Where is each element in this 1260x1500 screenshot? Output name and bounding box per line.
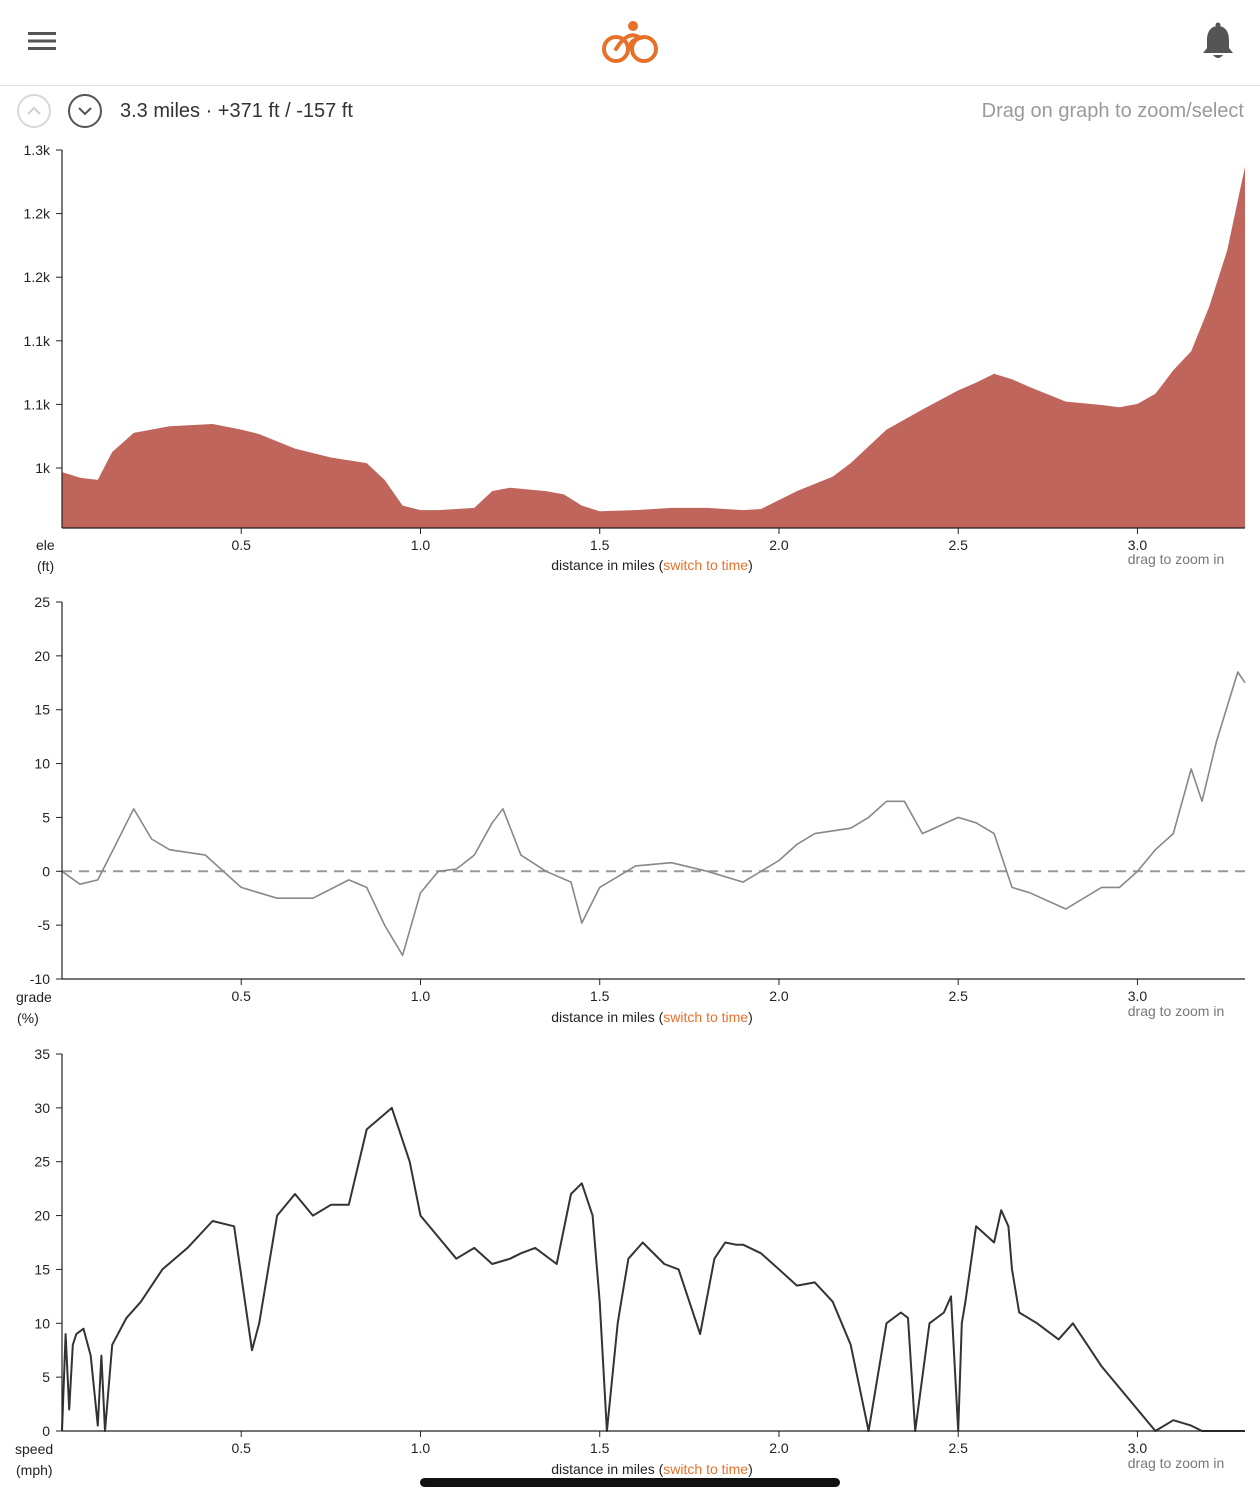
drag-to-zoom-hint: drag to zoom in (1128, 551, 1225, 567)
drag-to-zoom-hint: drag to zoom in (1128, 1455, 1225, 1471)
grade-axis-label-line1: grade (16, 989, 52, 1005)
home-indicator (420, 1478, 840, 1487)
y-tick-label: 0 (42, 1423, 50, 1439)
x-axis-label-text: distance in miles ( (551, 1009, 663, 1025)
y-tick-label: 15 (34, 702, 50, 718)
switch-to-time-link[interactable]: switch to time (663, 1009, 748, 1025)
grade-axis-label-line2: (%) (17, 1010, 39, 1026)
y-tick-label: 30 (34, 1100, 50, 1116)
speed-axis-label-line1: speed (15, 1441, 53, 1457)
hamburger-menu-icon[interactable] (22, 26, 62, 56)
x-tick-label: 3.0 (1128, 537, 1148, 553)
y-tick-label: 1.2k (24, 269, 51, 285)
x-axis-label-text: distance in miles ( (551, 1461, 663, 1477)
speed-chart[interactable]: 0 5 10 15 20 25 30 35 0.5 1.0 1.5 2.0 2.5 3.0 speed (… (0, 1044, 1260, 1484)
x-tick-label: 0.5 (232, 1440, 252, 1456)
switch-to-time-link[interactable]: switch to time (663, 557, 748, 573)
y-tick-label: 20 (34, 1208, 50, 1224)
x-tick-label: 1.5 (590, 988, 610, 1004)
y-tick-label: 5 (42, 1369, 50, 1385)
y-tick-label: 25 (34, 594, 50, 610)
y-tick-label: 35 (34, 1046, 50, 1062)
x-axis-label-text: distance in miles ( (551, 557, 663, 573)
next-button[interactable] (68, 94, 102, 128)
x-axis-label-end: ) (748, 1009, 753, 1025)
x-tick-label: 2.5 (948, 988, 968, 1004)
x-tick-label: 2.5 (948, 1440, 968, 1456)
x-tick-label: 1.5 (590, 1440, 610, 1456)
chevron-up-icon (27, 106, 41, 115)
ele-axis-label-line2: (ft) (37, 558, 54, 574)
x-axis-label: distance in miles (switch to time) (551, 1009, 753, 1025)
x-tick-label: 2.0 (769, 1440, 789, 1456)
top-app-bar (0, 0, 1260, 86)
elevation-area (62, 166, 1245, 529)
x-tick-label: 2.0 (769, 537, 789, 553)
x-axis-label: distance in miles (switch to time) (551, 557, 753, 573)
y-tick-label: 1.1k (24, 396, 51, 412)
y-tick-label: -10 (30, 971, 50, 987)
x-axis-label-end: ) (748, 1461, 753, 1477)
route-summary-bar: 3.3 miles · +371 ft / -157 ft Drag on gr… (0, 86, 1260, 142)
zoom-hint-text: Drag on graph to zoom/select (981, 100, 1244, 122)
y-tick-label: 10 (34, 756, 50, 772)
speed-line (61, 1106, 1245, 1432)
x-axis-label-end: ) (748, 557, 753, 573)
x-tick-label: 1.5 (590, 537, 610, 553)
y-tick-label: 20 (34, 648, 50, 664)
cyclist-logo-icon[interactable] (598, 18, 662, 66)
x-tick-label: 1.0 (411, 1440, 431, 1456)
y-tick-label: 15 (34, 1261, 50, 1277)
x-tick-label: 2.5 (948, 537, 968, 553)
x-tick-label: 3.0 (1128, 988, 1148, 1004)
y-tick-label: 0 (42, 863, 50, 879)
grade-line (61, 671, 1246, 957)
x-tick-label: 1.0 (411, 988, 431, 1004)
y-tick-label: 5 (42, 809, 50, 825)
y-tick-label: 1.2k (24, 206, 51, 222)
elevation-chart[interactable]: 1k 1.1k 1.1k 1.2k 1.2k 1.3k 0.5 1.0 1.5 2.0 2.5 3.0… (0, 140, 1260, 585)
x-tick-label: 0.5 (232, 988, 252, 1004)
notification-bell-icon[interactable] (1198, 20, 1238, 62)
y-tick-label: 1k (35, 460, 51, 476)
y-tick-label: 10 (34, 1315, 50, 1331)
chevron-down-icon (78, 107, 92, 116)
x-tick-label: 1.0 (411, 537, 431, 553)
x-axis-label: distance in miles (switch to time) (551, 1461, 753, 1477)
y-tick-label: 25 (34, 1154, 50, 1170)
drag-to-zoom-hint: drag to zoom in (1128, 1003, 1225, 1019)
x-tick-label: 0.5 (232, 537, 252, 553)
y-tick-label: 1.3k (24, 142, 51, 158)
route-summary-text: 3.3 miles · +371 ft / -157 ft (120, 100, 353, 122)
y-tick-label: -5 (38, 917, 51, 933)
previous-button[interactable] (17, 94, 51, 128)
x-tick-label: 2.0 (769, 988, 789, 1004)
switch-to-time-link[interactable]: switch to time (663, 1461, 748, 1477)
y-tick-label: 1.1k (24, 333, 51, 349)
speed-axis-label-line2: (mph) (16, 1462, 53, 1478)
x-tick-label: 3.0 (1128, 1440, 1148, 1456)
ele-axis-label-line1: ele (36, 537, 55, 553)
